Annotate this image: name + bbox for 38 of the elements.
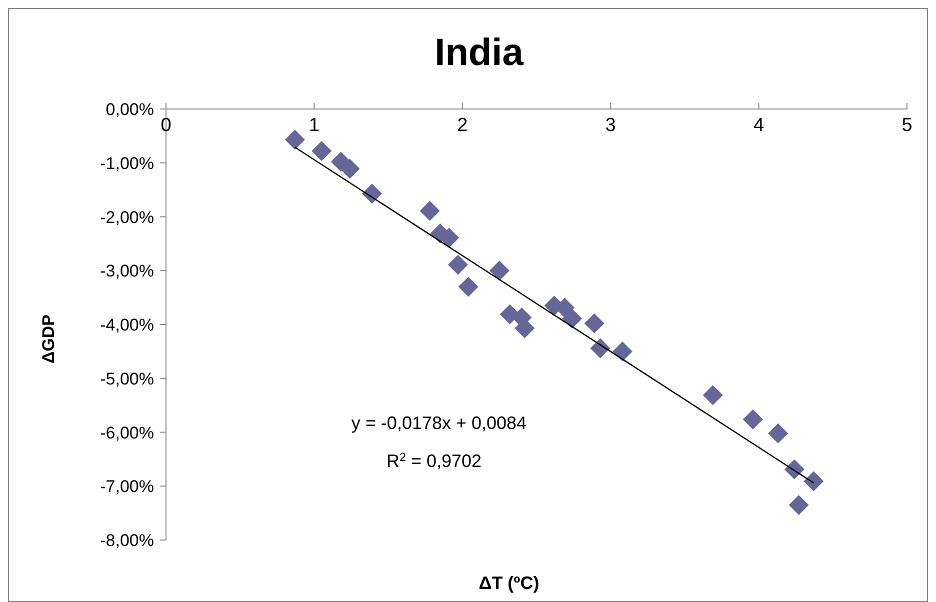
y-tick-label: -7,00%	[100, 477, 154, 496]
annotation: R$^{2}$ = 0,9702	[386, 450, 482, 471]
y-axis-title: ΔGDP	[39, 314, 58, 364]
x-tick-label: 5	[902, 115, 912, 136]
point	[284, 130, 305, 150]
y-tick-label: -8,00%	[100, 531, 154, 550]
point	[420, 200, 440, 221]
point	[590, 338, 610, 358]
point	[312, 141, 332, 162]
point	[768, 423, 788, 444]
point	[562, 308, 582, 329]
y-tick-label: -6,00%	[100, 423, 154, 442]
x-tick-label: 3	[605, 115, 616, 136]
point	[784, 459, 804, 480]
y-tick-label: 0,00%	[106, 100, 154, 119]
x-tick-label: 4	[754, 115, 765, 136]
point	[458, 276, 478, 297]
point	[742, 409, 763, 430]
point	[448, 254, 468, 275]
point	[584, 313, 604, 334]
chart-title: India	[434, 32, 524, 74]
point	[788, 494, 809, 515]
point	[362, 184, 382, 204]
y-tick-label: -4,00%	[100, 316, 154, 334]
y-tick-label: -3,00%	[100, 262, 154, 281]
x-tick-label: 0	[160, 115, 172, 136]
point	[702, 385, 723, 406]
x-axis-title: ΔT (ºC)	[478, 573, 540, 593]
y-tick-label: -1,00%	[100, 154, 154, 173]
point	[489, 260, 510, 281]
y-tick-label: -5,00%	[100, 369, 154, 388]
point	[612, 341, 632, 362]
point	[340, 158, 360, 179]
annotation: y = -0,0178x + 0,0084	[351, 413, 527, 433]
x-tick-label: 1	[308, 115, 320, 136]
point	[804, 471, 824, 492]
y-tick-label: -2,00%	[100, 208, 154, 227]
x-tick-label: 2	[457, 115, 468, 136]
